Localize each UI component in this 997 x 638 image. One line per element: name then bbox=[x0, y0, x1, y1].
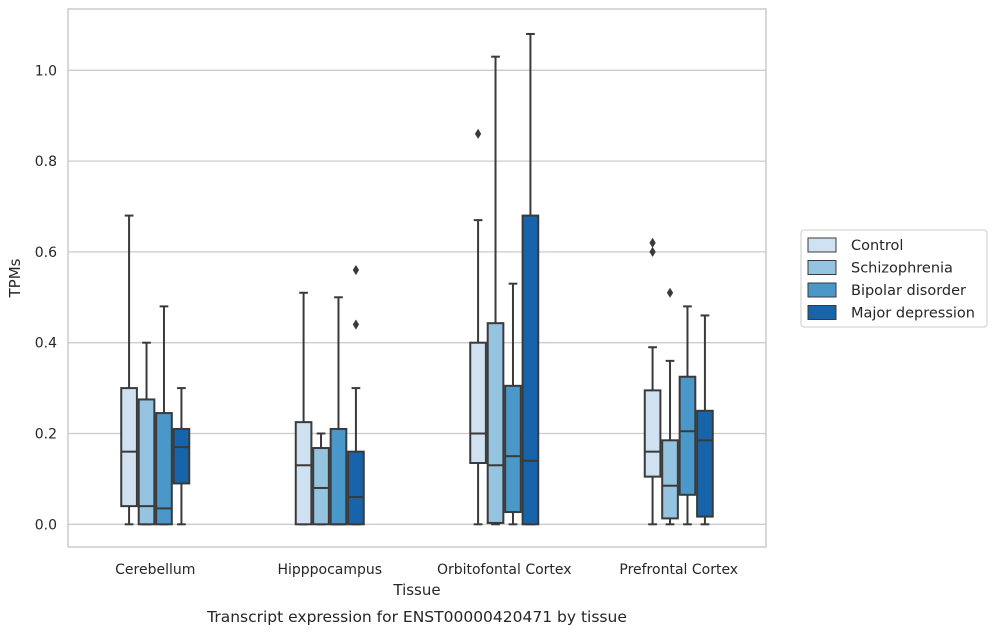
y-axis-label: TPMs bbox=[6, 258, 24, 298]
box-body bbox=[504, 384, 522, 514]
outlier-point bbox=[649, 246, 656, 257]
legend-frame bbox=[800, 229, 988, 328]
box-body bbox=[172, 427, 191, 485]
legend-label: Control bbox=[851, 238, 903, 254]
box-body bbox=[678, 375, 697, 496]
x-axis-label: Tissue bbox=[392, 581, 440, 599]
y-tick-label: 0.4 bbox=[35, 336, 57, 352]
box-bipolar-disorder bbox=[329, 296, 348, 526]
legend-items: Control Schizophrenia Bipolar disorder Majo… bbox=[807, 237, 975, 322]
box-body bbox=[696, 409, 714, 518]
y-tick-label: 0.8 bbox=[35, 154, 57, 170]
box-body bbox=[643, 389, 662, 478]
x-axis-ticks: Cerebellum Hipppocampus Orbitofontal Corte… bbox=[115, 562, 738, 578]
box-schizophrenia bbox=[486, 55, 505, 526]
box-schizophrenia bbox=[312, 432, 330, 526]
box-schizophrenia bbox=[137, 341, 156, 526]
plot-area-frame bbox=[67, 8, 767, 548]
box-major-depression bbox=[172, 387, 191, 526]
box-bipolar-disorder bbox=[678, 305, 697, 526]
box-major-depression bbox=[521, 32, 540, 526]
box-body bbox=[486, 322, 505, 524]
box-schizophrenia bbox=[661, 287, 679, 526]
box-body bbox=[155, 412, 173, 526]
box-bipolar-disorder bbox=[504, 282, 522, 526]
legend-label: Schizophrenia bbox=[851, 261, 953, 277]
box-body bbox=[521, 214, 540, 526]
box-major-depression bbox=[347, 265, 365, 526]
box-body bbox=[347, 450, 365, 526]
y-tick-label: 1.0 bbox=[35, 63, 57, 79]
legend-swatch bbox=[807, 260, 837, 275]
y-tick-label: 0.6 bbox=[35, 245, 57, 261]
legend-swatch bbox=[807, 282, 837, 298]
box-control bbox=[294, 291, 313, 526]
x-tick-label: Prefrontal Cortex bbox=[619, 562, 738, 578]
legend-label: Major depression bbox=[851, 306, 975, 322]
x-tick-label: Orbitofontal Cortex bbox=[437, 562, 572, 578]
y-tick-label: 0.2 bbox=[35, 426, 57, 442]
legend-swatch bbox=[807, 237, 837, 253]
chart-caption: Transcript expression for ENST0000042047… bbox=[206, 608, 627, 626]
box-body bbox=[120, 387, 138, 508]
y-tick-label: 0.0 bbox=[35, 517, 57, 533]
box-control bbox=[643, 237, 662, 526]
legend-swatch bbox=[807, 305, 837, 320]
box-body bbox=[137, 398, 156, 526]
box-bipolar-disorder bbox=[155, 305, 173, 526]
box-body bbox=[294, 421, 313, 526]
box-control bbox=[469, 128, 487, 526]
outlier-point bbox=[352, 265, 360, 276]
box-control bbox=[120, 214, 138, 526]
outlier-point bbox=[666, 287, 674, 298]
box-major-depression bbox=[696, 314, 714, 526]
legend: Control Schizophrenia Bipolar disorder Majo… bbox=[800, 229, 988, 328]
outlier-point bbox=[649, 237, 656, 248]
box-body bbox=[312, 447, 330, 526]
x-tick-label: Hipppocampus bbox=[277, 562, 382, 578]
box-body bbox=[329, 427, 348, 526]
box-body bbox=[661, 439, 679, 520]
outlier-point bbox=[352, 319, 360, 330]
box-plots bbox=[120, 32, 714, 526]
x-tick-label: Cerebellum bbox=[115, 562, 195, 578]
legend-label: Bipolar disorder bbox=[851, 283, 966, 299]
outlier-point bbox=[474, 128, 482, 139]
box-body bbox=[469, 341, 487, 465]
y-axis-ticks: 0.0 0.2 0.4 0.6 0.8 1.0 bbox=[35, 63, 57, 533]
